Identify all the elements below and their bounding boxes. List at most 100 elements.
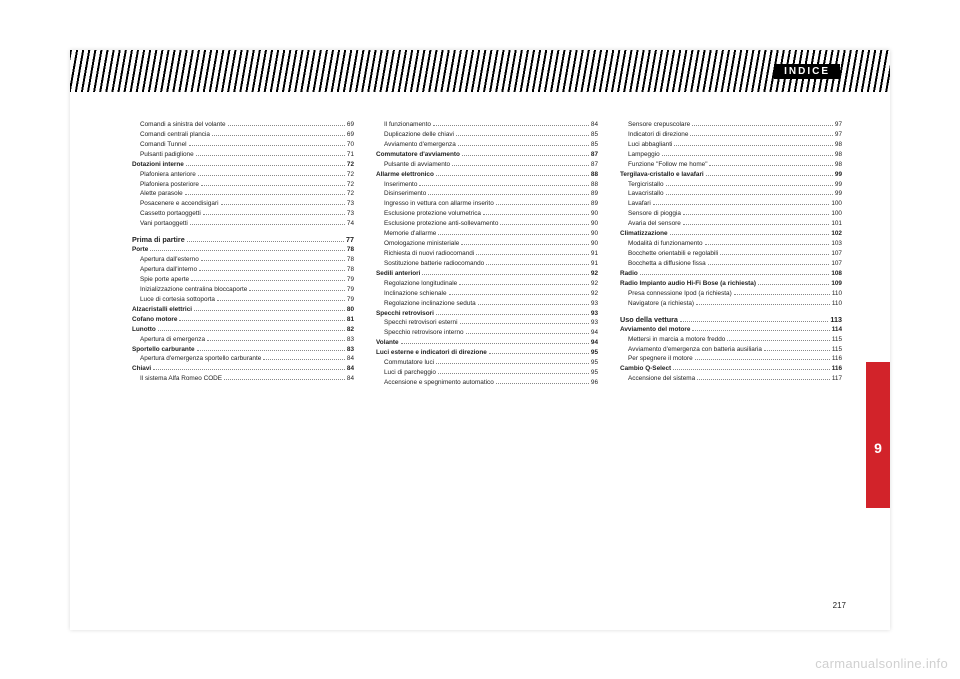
toc-leader-dots bbox=[401, 343, 589, 344]
toc-page: 103 bbox=[831, 239, 842, 249]
toc-row: Sostituzione batterie radiocomando 91 bbox=[376, 259, 598, 269]
toc-page: 98 bbox=[835, 150, 842, 160]
toc-page: 69 bbox=[347, 120, 354, 130]
toc-leader-dots bbox=[436, 175, 589, 176]
toc-page: 83 bbox=[347, 345, 354, 355]
toc-leader-dots bbox=[489, 353, 589, 354]
toc-row: Inizializzazione centralina bloccaporte7… bbox=[132, 285, 354, 295]
toc-leader-dots bbox=[249, 290, 345, 291]
toc-page: 97 bbox=[835, 120, 842, 130]
toc-row: Pulsante di avviamento87 bbox=[376, 160, 598, 170]
toc-label: Lunotto bbox=[132, 325, 156, 335]
toc-row: Bocchette orientabili e regolabili107 bbox=[620, 249, 842, 259]
toc-leader-dots bbox=[476, 254, 589, 255]
toc-row: Lampeggio98 bbox=[620, 150, 842, 160]
toc-page: 95 bbox=[591, 348, 598, 358]
toc-page: 83 bbox=[347, 335, 354, 345]
toc-row: Bocchetta a diffusione fissa107 bbox=[620, 259, 842, 269]
toc-page: 108 bbox=[831, 269, 842, 279]
toc-row: Accensione del sistema117 bbox=[620, 374, 842, 384]
toc-leader-dots bbox=[228, 125, 345, 126]
toc-row: Allarme elettronico88 bbox=[376, 170, 598, 180]
toc-leader-dots bbox=[449, 294, 589, 295]
toc-label: Indicatori di direzione bbox=[620, 130, 688, 140]
toc-leader-dots bbox=[653, 204, 830, 205]
toc-row: Il sistema Alfa Romeo CODE84 bbox=[132, 374, 354, 384]
toc-label: Posacenere e accendisigari bbox=[132, 199, 219, 209]
toc-leader-dots bbox=[705, 244, 830, 245]
toc-label: Per spegnere il motore bbox=[620, 354, 693, 364]
toc-leader-dots bbox=[198, 175, 345, 176]
toc-label: Pulsante di avviamento bbox=[376, 160, 450, 170]
toc-label: Tergilava-cristallo e lavafari bbox=[620, 170, 704, 180]
toc-label: Presa connessione Ipod (a richiesta) bbox=[620, 289, 732, 299]
toc-label: Omologazione ministeriale bbox=[376, 239, 459, 249]
toc-leader-dots bbox=[692, 125, 833, 126]
toc-label: Chiavi bbox=[132, 364, 151, 374]
toc-label: Disinserimento bbox=[376, 189, 426, 199]
toc-leader-dots bbox=[221, 204, 345, 205]
toc-leader-dots bbox=[458, 145, 589, 146]
toc-leader-dots bbox=[452, 165, 589, 166]
toc-page: 90 bbox=[591, 229, 598, 239]
toc-page: 91 bbox=[591, 249, 598, 259]
toc-page: 93 bbox=[591, 318, 598, 328]
toc-page: 69 bbox=[347, 130, 354, 140]
toc-label: Sostituzione batterie radiocomando bbox=[376, 259, 484, 269]
toc-col-1: Comandi a sinistra del volante69Comandi … bbox=[132, 120, 354, 388]
toc-page: 95 bbox=[591, 368, 598, 378]
toc-page: 116 bbox=[832, 354, 842, 364]
toc-label: Ingresso in vettura con allarme inserito bbox=[376, 199, 494, 209]
toc-row: Omologazione ministeriale90 bbox=[376, 239, 598, 249]
toc-label: Vani portaoggetti bbox=[132, 219, 188, 229]
toc-leader-dots bbox=[500, 224, 589, 225]
toc-page: 107 bbox=[831, 249, 842, 259]
toc-label: Cambio Q-Select bbox=[620, 364, 671, 374]
toc-leader-dots bbox=[695, 359, 830, 360]
toc-row: Chiavi84 bbox=[132, 364, 354, 374]
toc-leader-dots bbox=[461, 244, 589, 245]
toc-row: Comandi a sinistra del volante69 bbox=[132, 120, 354, 130]
toc-label: Il funzionamento bbox=[376, 120, 431, 130]
toc-row: Sedili anteriori92 bbox=[376, 269, 598, 279]
toc-row: Apertura dall'interno78 bbox=[132, 265, 354, 275]
toc-row: Avviamento d'emergenza85 bbox=[376, 140, 598, 150]
toc-label: Pulsanti padiglione bbox=[132, 150, 194, 160]
toc-row: Luci di parcheggio95 bbox=[376, 368, 598, 378]
toc-leader-dots bbox=[187, 241, 344, 242]
toc-row: Funzione "Follow me home"98 bbox=[620, 160, 842, 170]
toc-leader-dots bbox=[436, 314, 589, 315]
toc-label: Apertura dall'esterno bbox=[132, 255, 199, 265]
toc-label: Duplicazione delle chiavi bbox=[376, 130, 454, 140]
toc-row: Porte78 bbox=[132, 245, 354, 255]
toc-leader-dots bbox=[153, 369, 345, 370]
toc-page: 70 bbox=[347, 140, 354, 150]
toc-leader-dots bbox=[185, 194, 345, 195]
toc-page: 90 bbox=[591, 219, 598, 229]
toc-page: 91 bbox=[591, 259, 598, 269]
toc-page: 113 bbox=[830, 314, 842, 325]
toc-page: 88 bbox=[591, 180, 598, 190]
toc-label: Luci abbaglianti bbox=[620, 140, 672, 150]
toc-page: 84 bbox=[347, 354, 354, 364]
toc-label: Prima di partire bbox=[132, 234, 185, 245]
toc-page: 73 bbox=[347, 209, 354, 219]
side-tab: 9 bbox=[866, 362, 890, 508]
toc-page: 85 bbox=[591, 140, 598, 150]
toc-row: Plafoniera anteriore72 bbox=[132, 170, 354, 180]
toc-row: Accensione e spegnimento automatico96 bbox=[376, 378, 598, 388]
toc-row: Lavafari100 bbox=[620, 199, 842, 209]
toc-row: Presa connessione Ipod (a richiesta) 110 bbox=[620, 289, 842, 299]
toc-label: Accensione e spegnimento automatico bbox=[376, 378, 494, 388]
toc-label: Tergicristallo bbox=[620, 180, 664, 190]
toc-row: Alette parasole72 bbox=[132, 189, 354, 199]
toc-page: 88 bbox=[591, 170, 598, 180]
toc-page: 110 bbox=[832, 289, 842, 299]
toc-label: Apertura d'emergenza sportello carburant… bbox=[132, 354, 261, 364]
toc-label: Esclusione protezione volumetrica bbox=[376, 209, 481, 219]
toc-row: Esclusione protezione anti-sollevamento9… bbox=[376, 219, 598, 229]
toc-page: 95 bbox=[591, 358, 598, 368]
toc-row: Comandi centrali plancia69 bbox=[132, 130, 354, 140]
toc-leader-dots bbox=[706, 175, 833, 176]
toc-leader-dots bbox=[438, 234, 589, 235]
